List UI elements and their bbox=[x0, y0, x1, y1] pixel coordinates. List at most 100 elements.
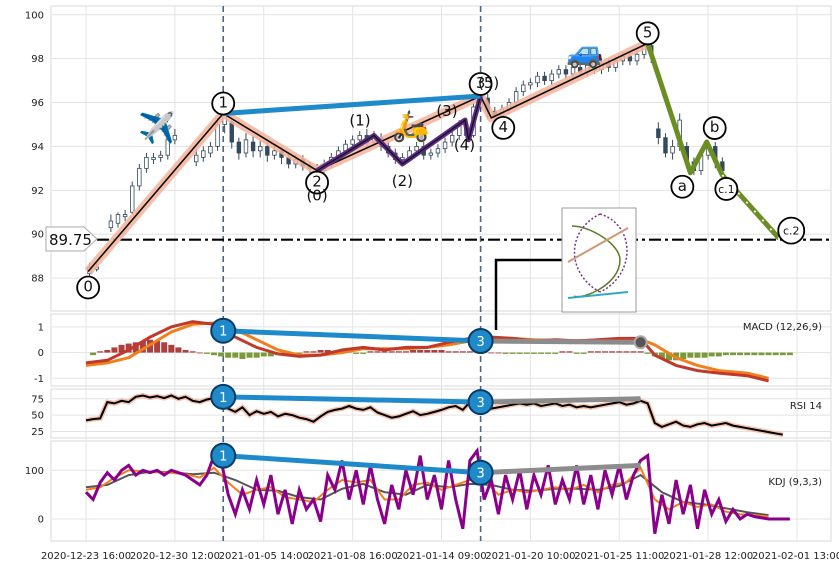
macd-histogram-bar bbox=[587, 351, 594, 353]
correction-wave-line bbox=[645, 42, 782, 241]
kdj-d-line bbox=[85, 470, 769, 517]
x-tick-label: 2021-01-14 09:00 bbox=[396, 551, 486, 562]
y-tick-label: 1 bbox=[38, 322, 44, 333]
macd-histogram-bar bbox=[722, 352, 729, 356]
macd-histogram-bar bbox=[161, 342, 168, 353]
macd-histogram-bar bbox=[296, 352, 303, 354]
macd-histogram-bar bbox=[182, 350, 189, 353]
candle-body bbox=[151, 157, 156, 160]
macd-histogram-bar bbox=[737, 352, 744, 356]
sub-wave-label: (5) bbox=[478, 74, 499, 92]
wave-labels: 0 1 2 3 4 5 a b c.1 c.2 (0) (1) (2) (3) (4) (5) bbox=[76, 21, 806, 300]
candle-body bbox=[208, 146, 213, 154]
macd-histogram-bar bbox=[566, 351, 573, 353]
x-tick-label: 2020-12-30 12:00 bbox=[130, 551, 220, 562]
macd-histogram-bar bbox=[466, 351, 473, 353]
sub-wave-label: (3) bbox=[436, 102, 457, 120]
macd-histogram-bar bbox=[658, 352, 665, 359]
wave-marker-label: 0 bbox=[83, 278, 93, 296]
wave-marker-label: 5 bbox=[643, 23, 653, 41]
candle-body bbox=[130, 185, 135, 213]
rsi-label: RSI 14 bbox=[790, 401, 822, 412]
macd-histogram-bar bbox=[118, 344, 125, 353]
wave-marker-label: a bbox=[678, 177, 687, 195]
candle-body bbox=[350, 139, 355, 145]
candle-body bbox=[449, 135, 455, 143]
kdj-divergence-line bbox=[223, 453, 481, 476]
macd-histogram-bar bbox=[246, 352, 253, 358]
macd-histogram-bar bbox=[666, 352, 673, 361]
candle-body bbox=[265, 146, 270, 156]
y-tick-label: 100 bbox=[25, 466, 44, 477]
macd-histogram-bar bbox=[402, 351, 409, 353]
macd-histogram-bar bbox=[616, 351, 623, 353]
divergence-badge bbox=[210, 383, 237, 410]
candle-body bbox=[563, 69, 569, 75]
macd-histogram-bar bbox=[154, 341, 161, 353]
macd-histogram-bar bbox=[239, 352, 246, 359]
divergence-badge bbox=[467, 459, 494, 486]
macd-histogram-bar bbox=[260, 352, 267, 357]
macd-histogram-bar bbox=[111, 347, 118, 353]
candle-body bbox=[556, 69, 562, 75]
macd-histogram-bar bbox=[189, 351, 196, 353]
macd-histogram-bar bbox=[530, 352, 537, 354]
macd-histogram-bar bbox=[488, 352, 495, 354]
scooter-icon: 🛵 bbox=[392, 109, 429, 144]
candle-body bbox=[656, 128, 661, 139]
macd-histogram-bar bbox=[744, 352, 751, 356]
macd-histogram-bar bbox=[552, 352, 559, 354]
candle-body bbox=[172, 135, 178, 141]
price-divergence-line bbox=[223, 93, 481, 117]
wave-marker bbox=[714, 177, 739, 201]
sub-wave-label: (0) bbox=[306, 187, 327, 205]
macd-histogram-bar bbox=[715, 352, 722, 357]
rsi-divergence-line bbox=[223, 394, 481, 405]
candle-body bbox=[257, 146, 263, 152]
divergence-badge bbox=[210, 442, 237, 469]
impulse-wave-line bbox=[87, 42, 649, 273]
macd-histogram-bar bbox=[104, 350, 111, 353]
y-tick-label: 50 bbox=[31, 411, 44, 422]
price-level-tag: 89.75 bbox=[45, 226, 98, 252]
candle-body bbox=[414, 146, 419, 152]
macd-histogram-bar bbox=[509, 352, 516, 354]
macd-histogram-bar bbox=[431, 350, 438, 353]
sub-wave-label: (1) bbox=[349, 111, 370, 129]
macd-histogram-bar bbox=[267, 352, 274, 357]
macd-histogram-bar bbox=[580, 352, 587, 354]
y-tick-label: 0 bbox=[38, 348, 44, 359]
wave-marker-label: 4 bbox=[498, 118, 508, 136]
candle-body bbox=[535, 75, 540, 84]
candle-body bbox=[663, 137, 668, 154]
macd-histogram-bar bbox=[708, 352, 715, 357]
y-tick-label: 90 bbox=[31, 230, 44, 241]
macd-histogram-bar bbox=[452, 351, 459, 353]
macd-histogram-bar bbox=[417, 350, 424, 353]
kdj-k-line bbox=[85, 466, 769, 518]
macd-histogram-bar bbox=[623, 351, 630, 353]
macd-histogram-bar bbox=[516, 352, 523, 354]
candle-body bbox=[108, 220, 114, 229]
macd-histogram-bar bbox=[324, 350, 331, 353]
x-tick-label: 2021-01-08 16:00 bbox=[308, 551, 398, 562]
macd-histogram-bar bbox=[694, 352, 701, 358]
rsi-line bbox=[85, 394, 783, 436]
candle-body bbox=[243, 139, 249, 154]
macd-histogram-bar bbox=[303, 351, 310, 353]
wave-marker bbox=[635, 21, 660, 46]
macd-histogram-bar bbox=[168, 344, 175, 353]
candle-body bbox=[272, 150, 277, 156]
wave-marker-label: b bbox=[710, 118, 720, 136]
macd-histogram-bar bbox=[97, 351, 104, 353]
macd-histogram-bar bbox=[317, 350, 324, 353]
wave-marker-label: c.1 bbox=[718, 183, 735, 196]
candle-body bbox=[428, 152, 434, 156]
divergence-badge-label: 1 bbox=[219, 325, 227, 340]
wave-marker bbox=[211, 91, 236, 116]
macd-histogram-bar bbox=[758, 352, 765, 356]
candle-body bbox=[194, 154, 199, 163]
macd-histogram-bar bbox=[495, 352, 502, 354]
wave-marker bbox=[76, 275, 101, 300]
macd-histogram-bar bbox=[637, 351, 644, 353]
